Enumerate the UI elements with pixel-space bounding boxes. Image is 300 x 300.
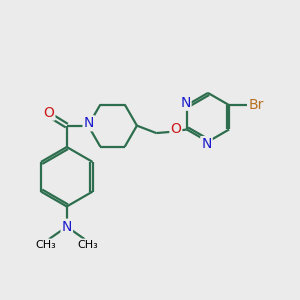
Text: CH₃: CH₃ (35, 239, 56, 250)
Text: CH₃: CH₃ (78, 239, 99, 250)
Text: N: N (61, 220, 72, 234)
Text: O: O (44, 106, 54, 120)
Text: N: N (201, 137, 212, 151)
Text: N: N (84, 116, 94, 130)
Text: O: O (170, 122, 181, 136)
Text: Br: Br (248, 98, 263, 112)
Text: N: N (180, 96, 190, 110)
